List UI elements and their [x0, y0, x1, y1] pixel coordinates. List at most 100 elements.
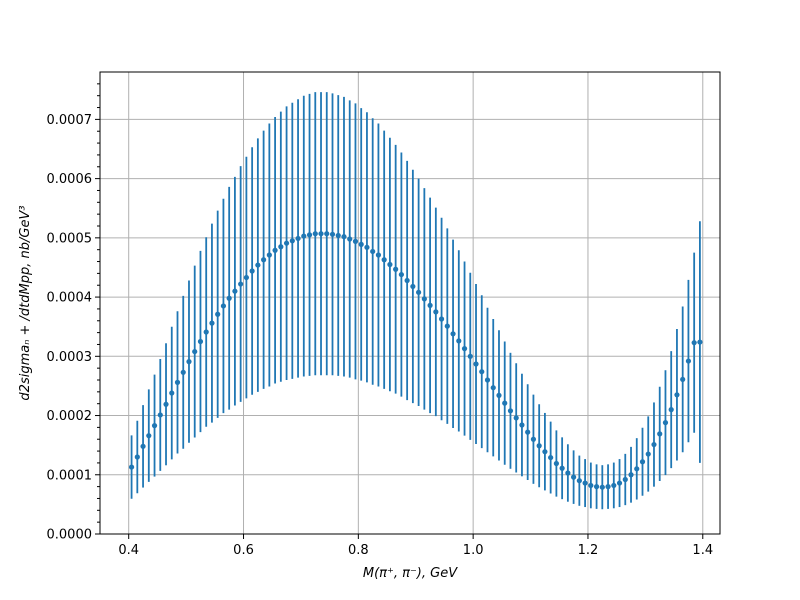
- data-point: [128, 464, 135, 470]
- data-point: [571, 474, 577, 480]
- data-point: [387, 261, 393, 268]
- data-point: [341, 234, 347, 240]
- data-point: [370, 248, 376, 255]
- data-point: [335, 232, 341, 239]
- data-point: [438, 316, 445, 322]
- data-point: [232, 288, 238, 294]
- x-axis-label: M(π⁺, π⁻), GeV: [363, 566, 458, 581]
- data-point: [381, 257, 387, 263]
- data-point: [525, 429, 531, 435]
- data-point: [226, 295, 232, 301]
- data-point: [347, 236, 353, 242]
- data-point: [599, 484, 605, 490]
- data-point: [622, 476, 628, 483]
- data-point: [238, 281, 244, 287]
- data-point: [519, 422, 525, 428]
- y-tick-label: 0.0000: [47, 528, 93, 543]
- x-tick-label: 1.0: [463, 543, 484, 558]
- y-axis-label: d2sigmaₙ + /dtdMpp, nb/GeV³: [18, 205, 33, 400]
- data-point: [582, 480, 588, 486]
- data-point: [662, 420, 669, 426]
- data-point: [146, 433, 152, 439]
- data-point: [134, 454, 140, 460]
- data-point: [255, 262, 261, 268]
- x-tick-label: 0.8: [348, 543, 369, 558]
- y-tick-label: 0.0002: [47, 409, 93, 424]
- data-point: [295, 235, 301, 242]
- data-point: [329, 231, 336, 237]
- data-point: [496, 392, 502, 398]
- data-point: [479, 369, 485, 375]
- data-point: [398, 271, 404, 278]
- data-point: [484, 377, 491, 383]
- x-tick-label: 0.6: [233, 543, 254, 558]
- data-point: [197, 338, 204, 345]
- data-point: [697, 339, 703, 345]
- data-point: [657, 431, 663, 437]
- data-point: [645, 451, 651, 457]
- data-point: [278, 244, 284, 250]
- y-tick-label: 0.0007: [47, 113, 93, 128]
- error-bars: [130, 92, 701, 510]
- data-point: [450, 331, 456, 337]
- data-point: [174, 379, 181, 385]
- data-point: [140, 443, 146, 449]
- data-point: [565, 470, 571, 476]
- data-point: [215, 311, 221, 317]
- data-point: [685, 358, 692, 364]
- data-point: [261, 257, 267, 263]
- data-point: [548, 454, 554, 461]
- x-tick-label: 0.4: [118, 543, 139, 558]
- data-point: [243, 274, 249, 281]
- data-point: [220, 303, 227, 309]
- data-point: [473, 361, 479, 367]
- data-point: [674, 392, 680, 398]
- y-tick-label: 0.0004: [47, 291, 93, 306]
- data-point: [588, 482, 594, 489]
- data-point: [668, 407, 674, 413]
- data-point: [651, 441, 657, 448]
- data-point: [364, 244, 370, 250]
- data-point: [192, 348, 198, 355]
- data-point: [416, 289, 422, 295]
- data-point: [605, 484, 611, 490]
- data-point: [157, 412, 163, 418]
- data-point: [628, 472, 634, 478]
- x-tick-label: 1.4: [692, 543, 713, 558]
- x-axis: 0.4 0.6 0.8 1.0 1.2 1.4: [118, 534, 713, 558]
- y-tick-label: 0.0005: [47, 231, 93, 246]
- data-point: [559, 465, 565, 471]
- data-point: [576, 478, 582, 484]
- data-point: [249, 268, 255, 274]
- data-point: [461, 346, 468, 352]
- data-point: [410, 283, 416, 290]
- plot-frame: [99, 71, 721, 535]
- data-point: [456, 338, 462, 344]
- data-point: [427, 302, 433, 308]
- y-tick-label: 0.0006: [47, 172, 93, 187]
- data-point: [680, 376, 686, 383]
- data-point: [639, 459, 646, 465]
- data-point: [536, 443, 542, 449]
- grid: [100, 72, 720, 535]
- data-point: [542, 449, 548, 455]
- data-point: [186, 359, 192, 365]
- data-point: [352, 238, 359, 244]
- data-point: [530, 436, 537, 442]
- data-point: [266, 252, 272, 258]
- data-point: [358, 241, 364, 247]
- data-point: [444, 323, 450, 329]
- data-point: [209, 320, 215, 326]
- data-point: [312, 231, 318, 237]
- data-point: [691, 340, 697, 346]
- data-point: [616, 480, 623, 486]
- data-point: [467, 353, 473, 359]
- data-point: [306, 232, 313, 238]
- data-point: [507, 408, 514, 414]
- data-point: [151, 423, 158, 429]
- data-point: [163, 401, 169, 407]
- x-tick-label: 1.2: [578, 543, 599, 558]
- data-point: [593, 484, 600, 490]
- data-point: [324, 231, 330, 237]
- data-point: [404, 277, 410, 284]
